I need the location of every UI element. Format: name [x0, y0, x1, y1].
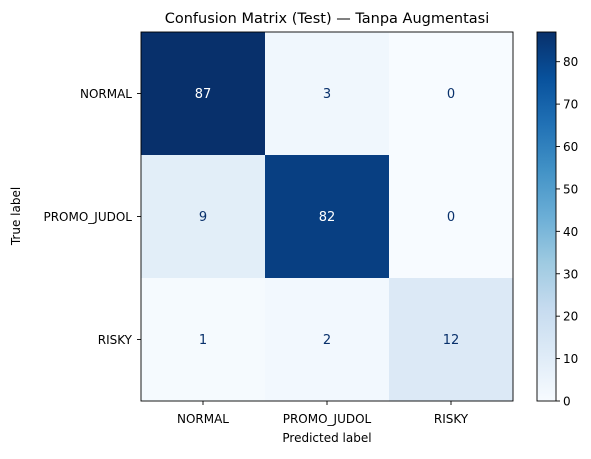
heatmap-cell-labels: 87 3 09 82 01 2 12 [195, 87, 460, 348]
cell-value-label-1-0: 9 [199, 210, 207, 225]
colorbar-tick-label: 10 [563, 352, 578, 366]
colorbar-tick-label: 50 [563, 182, 578, 196]
cell-value-label-0-0: 87 [195, 87, 212, 102]
y-tick-label: NORMAL [80, 87, 132, 101]
y-axis-label: True label [9, 187, 23, 246]
cell-value-label-2-2: 12 [443, 333, 460, 348]
heatmap-cell-0-2 [389, 32, 514, 156]
colorbar-tick-label: 70 [563, 98, 578, 112]
cell-value-label-1-2: 0 [447, 210, 455, 225]
colorbar-tick-label: 60 [563, 140, 578, 154]
heatmap-cell-0-1 [265, 32, 390, 156]
colorbar-tick-label: 20 [563, 310, 578, 324]
x-axis-ticks: NORMAL PROMO_JUDOL RISKY [177, 401, 469, 426]
heatmap-cell-1-2 [389, 155, 514, 279]
colorbar-tick-label: 80 [563, 55, 578, 69]
colorbar-ticks: 0 10 20 30 40 50 60 70 80 [556, 55, 578, 409]
cell-value-label-1-1: 82 [319, 210, 336, 225]
heatmap-cell-2-1 [265, 278, 390, 402]
colorbar-tick-label: 40 [563, 225, 578, 239]
y-tick-label: RISKY [98, 333, 133, 347]
colorbar-tick-label: 30 [563, 267, 578, 281]
x-axis-label: Predicted label [282, 431, 371, 445]
chart-title: Confusion Matrix (Test) — Tanpa Augmenta… [165, 11, 490, 27]
cell-value-label-0-1: 3 [323, 87, 331, 102]
colorbar [536, 31, 557, 402]
cell-value-label-2-0: 1 [199, 333, 207, 348]
cell-value-label-0-2: 0 [447, 87, 455, 102]
x-tick-label: RISKY [434, 412, 469, 426]
x-tick-label: PROMO_JUDOL [283, 412, 372, 426]
heatmap-cell-1-1 [265, 155, 390, 279]
heatmap-cells [141, 32, 514, 402]
y-tick-label: PROMO_JUDOL [43, 210, 132, 224]
colorbar-tick-label: 0 [563, 395, 571, 409]
heatmap-cell-2-0 [141, 278, 266, 402]
cell-value-label-2-1: 2 [323, 333, 331, 348]
x-tick-label: NORMAL [177, 412, 229, 426]
heatmap-cell-2-2 [389, 278, 514, 402]
y-axis-ticks: NORMAL PROMO_JUDOL RISKY [43, 87, 141, 347]
heatmap-cell-1-0 [141, 155, 266, 279]
heatmap-cell-0-0 [141, 32, 266, 156]
